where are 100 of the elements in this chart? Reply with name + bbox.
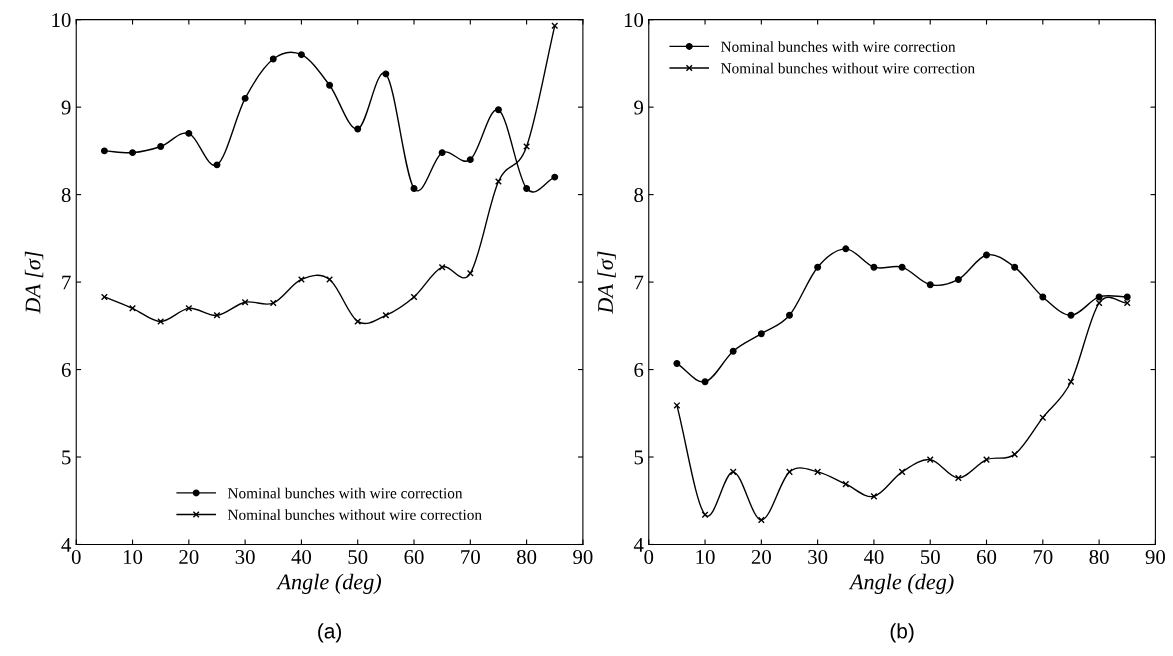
point <box>786 468 793 476</box>
point <box>1123 299 1131 307</box>
y-tick-label: 5 <box>62 450 71 465</box>
point <box>213 161 221 169</box>
y-tick-label: 6 <box>634 362 644 377</box>
point <box>814 263 822 271</box>
point <box>100 147 108 155</box>
x-tick-label: 70 <box>461 549 480 564</box>
point <box>438 149 446 157</box>
y-tick-label: 7 <box>62 275 71 290</box>
x-tick-label: 0 <box>71 549 81 564</box>
point <box>494 178 502 185</box>
y-tick-label: 7 <box>634 275 644 290</box>
point <box>354 125 362 133</box>
point <box>410 293 418 301</box>
point <box>757 516 765 524</box>
y-tick-label: 9 <box>61 100 71 115</box>
point <box>954 474 962 482</box>
point <box>729 468 737 476</box>
point <box>466 156 474 164</box>
y-tick-label: 6 <box>61 362 71 377</box>
point <box>466 269 474 277</box>
x-tick-label: 60 <box>404 549 424 564</box>
y-tick-label: 8 <box>634 187 644 203</box>
point <box>129 304 137 312</box>
point <box>185 129 193 137</box>
point <box>701 511 709 519</box>
point <box>729 347 737 355</box>
point <box>870 492 878 500</box>
point <box>438 263 446 271</box>
x-axis-title: Angle (deg) <box>276 573 382 594</box>
point <box>382 70 390 78</box>
y-tick-label: 4 <box>633 537 644 552</box>
x-tick-label: 90 <box>573 549 593 564</box>
point <box>842 480 850 488</box>
x-tick-label: 80 <box>1089 549 1109 564</box>
point <box>269 55 277 63</box>
point <box>326 81 334 89</box>
point <box>983 251 990 259</box>
x-tick-label: 10 <box>696 549 715 564</box>
point <box>954 275 962 283</box>
point <box>185 304 193 312</box>
x-axis-title: Angle (deg) <box>848 573 954 594</box>
x-tick-label: 90 <box>1145 549 1166 564</box>
point <box>701 378 709 386</box>
x-tick-label: 30 <box>235 549 255 564</box>
point <box>1011 450 1019 458</box>
point <box>213 311 221 319</box>
legend-label: Nominal bunches with wire correction <box>227 487 463 499</box>
point <box>241 94 249 102</box>
point <box>926 456 934 464</box>
point <box>898 468 906 476</box>
point <box>551 173 559 181</box>
x-tick-label: 50 <box>921 549 940 564</box>
point <box>1095 299 1103 307</box>
point <box>1067 311 1075 319</box>
y-tick-label: 8 <box>61 187 71 203</box>
point <box>1067 378 1075 386</box>
point <box>157 143 165 150</box>
point <box>1039 293 1047 301</box>
point <box>870 263 878 271</box>
legend-label: Nominal bunches without wire correction <box>227 509 482 520</box>
y-tick-label: 5 <box>634 450 644 465</box>
y-axis-title: DA [σ] <box>597 251 616 314</box>
y-tick-label: 4 <box>61 537 72 552</box>
point <box>129 149 137 157</box>
text: (b) <box>890 623 914 643</box>
text: (a) <box>318 623 342 643</box>
point <box>551 22 559 30</box>
point <box>523 185 531 192</box>
point <box>898 263 906 271</box>
x-tick-label: 70 <box>1033 549 1053 564</box>
point <box>297 51 305 59</box>
y-tick-label: 10 <box>52 13 71 28</box>
x-tick-label: 40 <box>863 549 884 564</box>
point <box>354 317 362 325</box>
x-tick-label: 20 <box>179 549 199 564</box>
x-tick-label: 50 <box>348 549 368 564</box>
point <box>673 359 681 367</box>
x-tick-label: 40 <box>291 549 312 564</box>
point <box>1095 293 1103 301</box>
x-tick-label: 60 <box>977 549 997 564</box>
point <box>494 106 502 114</box>
point <box>1011 263 1019 271</box>
point <box>241 298 249 306</box>
x-tick-label: 10 <box>123 549 143 564</box>
point <box>382 311 390 319</box>
point <box>757 330 765 338</box>
point <box>983 456 990 464</box>
point <box>926 281 934 289</box>
point <box>1039 414 1047 422</box>
legend-label: Nominal bunches without wire correction <box>721 62 975 74</box>
point <box>269 299 277 307</box>
point <box>842 245 850 253</box>
point <box>157 317 165 325</box>
point <box>523 143 531 150</box>
x-tick-label: 20 <box>751 549 771 564</box>
x-tick-label: 80 <box>516 549 537 564</box>
x-tick-label: 30 <box>808 549 828 564</box>
point <box>814 468 822 476</box>
